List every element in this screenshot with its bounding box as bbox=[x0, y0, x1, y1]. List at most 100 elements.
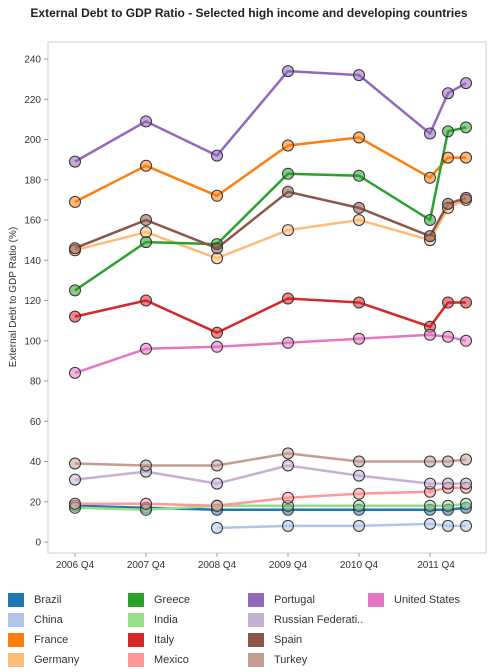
legend-label: Spain bbox=[274, 634, 303, 646]
data-point bbox=[282, 292, 294, 305]
data-point bbox=[424, 477, 436, 490]
y-tick-label: 200 bbox=[24, 135, 41, 146]
data-point bbox=[140, 459, 152, 472]
chart-title: External Debt to GDP Ratio - Selected hi… bbox=[30, 6, 468, 20]
data-point bbox=[424, 214, 436, 226]
legend-swatch bbox=[128, 653, 144, 667]
y-tick-label: 160 bbox=[24, 216, 41, 227]
data-point bbox=[211, 340, 223, 353]
data-point bbox=[282, 447, 294, 460]
legend-item: China bbox=[8, 612, 63, 628]
y-axis-label: External Debt to GDP Ratio (%) bbox=[8, 227, 19, 367]
data-point bbox=[442, 87, 454, 100]
line-chart: 0 20 40 60 80 100 120 140 160 180 200 220 240 2006 Q… bbox=[8, 41, 487, 571]
legend-label: India bbox=[154, 614, 178, 626]
legend-swatch bbox=[248, 593, 264, 607]
series-line bbox=[74, 464, 466, 485]
legend-swatch bbox=[128, 633, 144, 647]
data-point bbox=[69, 242, 81, 255]
data-point bbox=[140, 236, 152, 249]
legend-swatch bbox=[248, 613, 264, 627]
data-point bbox=[442, 455, 454, 468]
legend-item: Portugal bbox=[248, 592, 315, 608]
legend-item: India bbox=[128, 612, 178, 628]
data-point bbox=[69, 284, 81, 297]
data-point bbox=[353, 519, 365, 532]
data-point bbox=[460, 453, 472, 466]
legend-label: Italy bbox=[154, 634, 175, 646]
x-tick-label: 2009 Q4 bbox=[269, 560, 308, 571]
data-point bbox=[211, 252, 223, 265]
data-point bbox=[442, 151, 454, 164]
data-point bbox=[69, 497, 81, 510]
data-point bbox=[442, 477, 454, 490]
x-tick-label: 2011 Q4 bbox=[417, 560, 455, 571]
data-point bbox=[69, 366, 81, 379]
data-point bbox=[442, 197, 454, 210]
legend-item: France bbox=[8, 632, 68, 648]
series-line bbox=[74, 198, 467, 260]
data-point bbox=[442, 330, 454, 343]
data-point bbox=[424, 328, 436, 341]
data-point bbox=[460, 334, 472, 347]
data-point bbox=[282, 491, 294, 504]
data-point bbox=[460, 296, 472, 309]
legend-item: United States bbox=[368, 592, 460, 608]
data-point bbox=[424, 171, 436, 184]
data-point bbox=[442, 519, 454, 532]
data-point bbox=[460, 121, 472, 134]
data-point bbox=[460, 519, 472, 532]
legend-item: Russian Federati.. bbox=[248, 612, 363, 628]
data-point bbox=[69, 155, 81, 168]
legend-label: Mexico bbox=[154, 654, 189, 666]
x-tick-label: 2007 Q4 bbox=[127, 560, 166, 571]
legend-item: Brazil bbox=[8, 592, 62, 608]
series-line bbox=[74, 190, 467, 250]
data-point bbox=[69, 195, 81, 208]
data-point bbox=[211, 521, 223, 534]
legend-label: Russian Federati.. bbox=[274, 614, 364, 626]
legend-item: Italy bbox=[128, 632, 174, 648]
y-tick-label: 240 bbox=[24, 55, 41, 66]
data-point bbox=[211, 242, 223, 255]
legend-swatch bbox=[8, 653, 24, 667]
data-point bbox=[282, 336, 294, 349]
series-line bbox=[74, 297, 466, 334]
x-tick-label: 2008 Q4 bbox=[198, 560, 237, 571]
data-point bbox=[460, 477, 472, 490]
legend-item: Greece bbox=[128, 592, 190, 608]
data-point bbox=[353, 487, 365, 500]
data-point bbox=[282, 519, 294, 532]
x-tick-label: 2010 Q4 bbox=[340, 560, 379, 571]
legend-label: China bbox=[34, 614, 63, 626]
legend-swatch bbox=[368, 593, 384, 607]
data-point bbox=[424, 455, 436, 468]
data-point bbox=[211, 149, 223, 162]
y-tick-label: 40 bbox=[30, 457, 42, 468]
data-point bbox=[460, 151, 472, 164]
data-point bbox=[140, 497, 152, 510]
y-tick-label: 140 bbox=[24, 256, 41, 267]
data-point bbox=[282, 224, 294, 237]
data-point bbox=[442, 296, 454, 309]
data-point bbox=[424, 499, 436, 512]
legend-label: Greece bbox=[154, 594, 191, 606]
y-tick-label: 80 bbox=[30, 377, 42, 388]
legend-label: France bbox=[34, 634, 69, 646]
data-point bbox=[442, 499, 454, 512]
y-tick-label: 120 bbox=[24, 296, 41, 307]
data-point bbox=[140, 115, 152, 128]
series-line bbox=[74, 69, 467, 163]
y-tick-label: 20 bbox=[30, 497, 42, 508]
legend-swatch bbox=[248, 633, 264, 647]
y-tick-label: 60 bbox=[30, 417, 42, 428]
data-point bbox=[353, 469, 365, 482]
data-point bbox=[211, 326, 223, 339]
data-point bbox=[211, 477, 223, 490]
data-point bbox=[424, 517, 436, 530]
data-point bbox=[69, 457, 81, 470]
data-point bbox=[140, 294, 152, 307]
data-point bbox=[282, 65, 294, 78]
plot-frame bbox=[47, 41, 487, 554]
data-point bbox=[442, 125, 454, 138]
